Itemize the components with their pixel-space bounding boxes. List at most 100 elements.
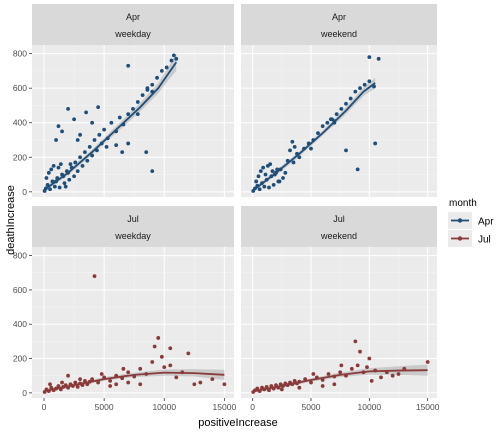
- y-tick-label: 800: [13, 251, 27, 261]
- data-point: [56, 384, 61, 388]
- data-point: [174, 56, 179, 61]
- data-point: [84, 110, 89, 115]
- y-tick-label: 400: [13, 118, 27, 128]
- data-point: [150, 169, 155, 173]
- data-point: [46, 170, 51, 175]
- data-point: [334, 112, 339, 116]
- data-point: [126, 63, 131, 68]
- data-point: [339, 363, 344, 368]
- data-point: [338, 370, 343, 375]
- data-point: [60, 380, 64, 385]
- data-point: [425, 360, 430, 364]
- data-point: [60, 129, 64, 134]
- data-point: [332, 382, 337, 387]
- data-point: [159, 354, 164, 359]
- data-point: [90, 377, 95, 382]
- data-point: [297, 385, 302, 390]
- legend-item-jul: Jul: [448, 230, 491, 247]
- data-point: [108, 378, 113, 383]
- facet-panel-4: Jul weekend 0 5000 10000 15000: [241, 206, 440, 412]
- facet-panel-1: Apr weekday 0 200 400 600 800: [13, 4, 234, 197]
- data-point: [102, 127, 107, 132]
- data-point: [373, 141, 378, 146]
- x-tick-label: 0: [42, 402, 47, 412]
- y-tick-label: 600: [13, 285, 27, 295]
- data-point: [54, 138, 58, 142]
- data-point: [316, 131, 320, 135]
- data-point: [83, 150, 87, 154]
- data-point: [96, 380, 101, 385]
- data-point: [365, 365, 369, 370]
- data-point: [152, 344, 157, 349]
- data-point: [75, 384, 80, 389]
- data-point: [367, 356, 372, 361]
- facet-panel-2: Apr weekend: [241, 4, 437, 197]
- data-point: [292, 378, 297, 383]
- data-point: [309, 380, 313, 385]
- data-point: [344, 101, 348, 106]
- data-point: [362, 82, 367, 87]
- x-tick-label: 10000: [152, 402, 176, 412]
- legend-label-jul: Jul: [478, 235, 491, 246]
- data-point: [168, 346, 173, 351]
- data-point: [281, 176, 285, 180]
- data-point: [92, 274, 97, 279]
- data-point: [49, 167, 54, 172]
- data-point: [325, 120, 330, 125]
- y-axis-title: deathIncrease: [5, 185, 17, 255]
- data-point: [268, 162, 273, 167]
- data-point: [267, 185, 271, 190]
- data-point: [58, 162, 63, 167]
- strip-label-month: Jul: [127, 214, 139, 224]
- panels-layer: Apr weekday 0 200 400 600 800 Apr weekend Jul week…: [13, 4, 440, 412]
- data-point: [297, 155, 302, 160]
- data-point: [320, 384, 325, 388]
- data-point: [87, 145, 92, 149]
- data-point: [126, 112, 131, 116]
- plot-background: [241, 45, 437, 197]
- y-tick-label: 800: [13, 49, 27, 59]
- data-point: [57, 185, 62, 190]
- strip-label-daytype: weekend: [320, 231, 357, 241]
- data-point: [97, 132, 102, 137]
- data-point: [344, 148, 348, 153]
- data-point: [171, 53, 176, 58]
- x-axis-title: positiveIncrease: [198, 417, 278, 429]
- data-point: [131, 107, 135, 111]
- data-point: [114, 143, 119, 148]
- data-point: [369, 378, 374, 383]
- data-point: [67, 177, 72, 182]
- data-point: [155, 75, 159, 80]
- data-point: [126, 380, 131, 385]
- smooth-line: [43, 61, 178, 191]
- legend: month Apr Jul: [448, 198, 494, 247]
- data-point: [261, 165, 266, 170]
- data-point: [270, 169, 275, 173]
- y-tick-label: 600: [13, 83, 27, 93]
- data-point: [75, 169, 80, 173]
- data-point: [73, 380, 78, 385]
- legend-point-jul: [457, 236, 463, 241]
- data-point: [198, 380, 203, 385]
- data-point: [48, 187, 52, 192]
- legend-item-apr: Apr: [448, 212, 494, 229]
- y-tick-label: 200: [13, 354, 27, 364]
- data-point: [78, 155, 82, 160]
- facet-strip: [241, 4, 437, 45]
- data-point: [277, 179, 282, 184]
- data-point: [210, 377, 215, 382]
- data-point: [186, 351, 191, 356]
- data-point: [358, 349, 362, 354]
- facet-strip: [32, 4, 234, 45]
- data-point: [72, 174, 76, 179]
- confidence-band: [44, 369, 225, 393]
- data-point: [126, 370, 131, 375]
- data-point: [90, 153, 95, 158]
- strip-label-month: Apr: [126, 12, 140, 22]
- data-point: [390, 373, 395, 378]
- data-point: [144, 150, 149, 154]
- smooth-line: [252, 369, 428, 393]
- data-point: [109, 120, 114, 125]
- data-point: [75, 138, 80, 142]
